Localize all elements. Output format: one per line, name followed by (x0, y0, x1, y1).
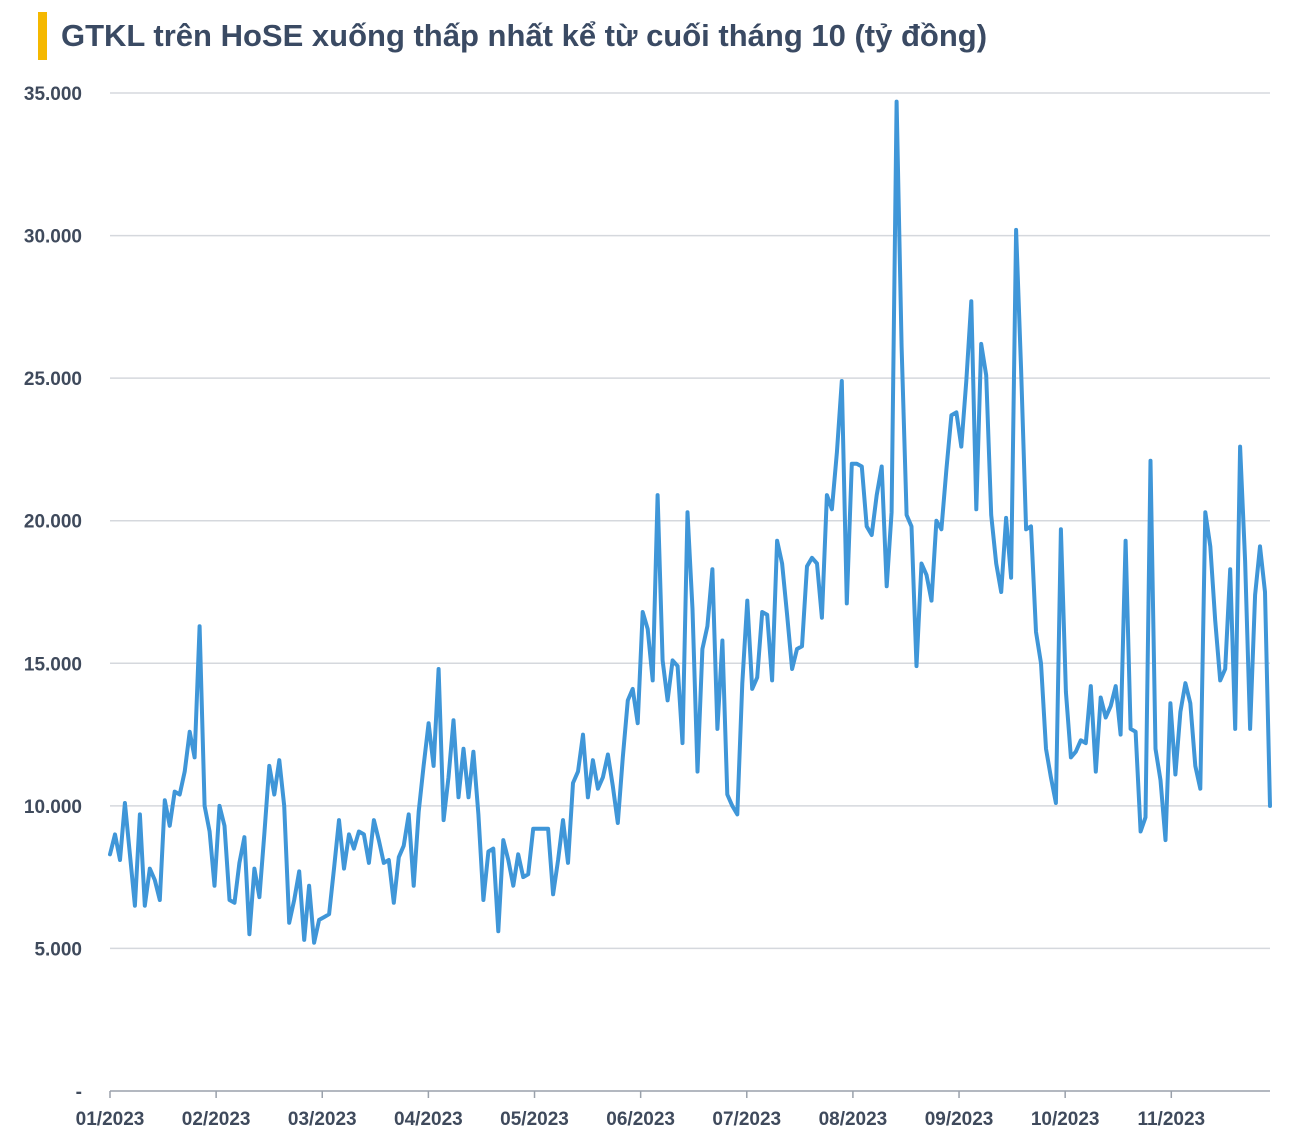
y-tick-label: 35.000 (24, 84, 82, 105)
x-tick-label: 01/2023 (76, 1109, 145, 1130)
chart-title: GTKL trên HoSE xuống thấp nhất kể từ cuố… (61, 18, 988, 53)
series-line-0 (108, 99, 1272, 945)
title-accent-bar (38, 12, 47, 60)
y-axis-ticks: - 5.000 10.000 15.000 20.000 25.000 30.000 35.0… (24, 84, 82, 1103)
y-tick-label: 10.000 (24, 797, 82, 818)
y-tick-label: 15.000 (24, 654, 82, 675)
series-group (108, 99, 1272, 945)
y-tick-label: - (76, 1082, 82, 1103)
x-axis-ticks: 01/2023 02/2023 03/2023 04/2023 05/2023 06/20… (76, 1091, 1205, 1130)
x-tick-label: 11/2023 (1137, 1109, 1205, 1130)
y-tick-label: 25.000 (24, 369, 82, 390)
x-tick-label: 09/2023 (925, 1109, 994, 1130)
y-tick-label: 20.000 (24, 512, 82, 533)
title-row: GTKL trên HoSE xuống thấp nhất kể từ cuố… (38, 10, 987, 62)
x-tick-label: 02/2023 (182, 1109, 251, 1130)
x-tick-label: 06/2023 (606, 1109, 675, 1130)
y-tick-label: 30.000 (24, 227, 82, 248)
x-tick-label: 10/2023 (1031, 1109, 1100, 1130)
x-tick-label: 05/2023 (500, 1109, 569, 1130)
x-tick-label: 04/2023 (394, 1109, 463, 1130)
x-tick-label: 08/2023 (819, 1109, 888, 1130)
gridlines (110, 92, 1270, 950)
x-tick-label: 07/2023 (712, 1109, 781, 1130)
x-tick-label: 03/2023 (288, 1109, 357, 1130)
y-tick-label: 5.000 (34, 939, 82, 960)
